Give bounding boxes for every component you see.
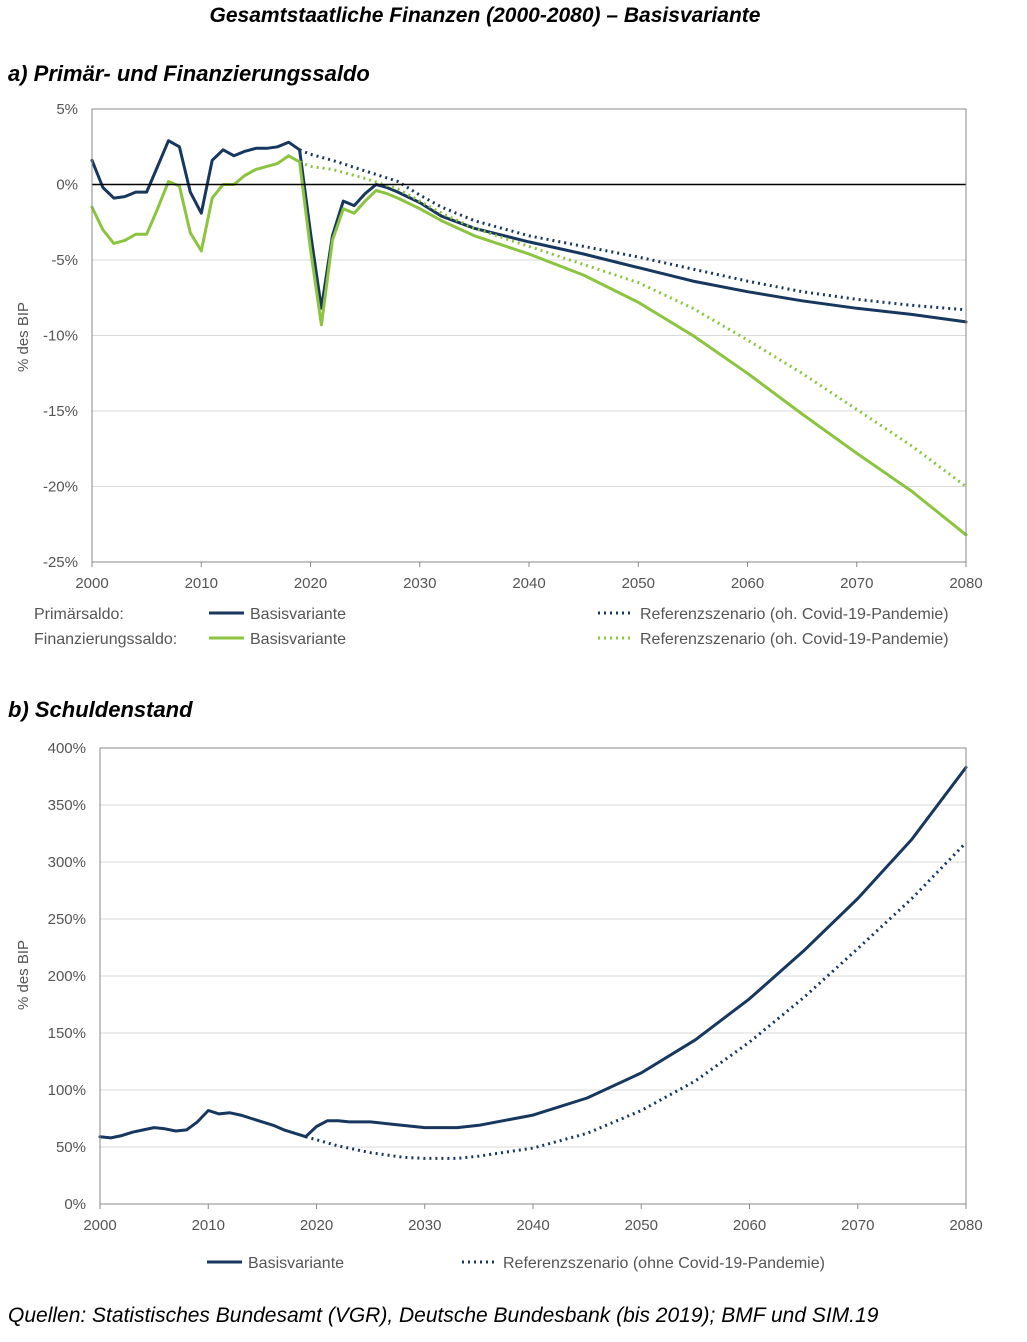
a-xtick-label: 2030 (403, 575, 436, 592)
b-xtick-label: 2080 (949, 1217, 982, 1234)
b-ytick-label: 350% (48, 797, 86, 814)
a-ytick-label: 0% (56, 177, 78, 194)
b-xtick-label: 2060 (733, 1217, 766, 1234)
b-xtick-label: 2030 (408, 1217, 441, 1234)
a-ytick-label: -15% (43, 403, 78, 420)
b-xtick-label: 2070 (841, 1217, 874, 1234)
b-series-base-line (98, 765, 968, 1140)
a-xtick-label: 2080 (949, 575, 982, 592)
b-plot-frame (99, 747, 967, 1205)
b-ytick-label: 250% (48, 911, 86, 928)
b-xtick-label: 2010 (192, 1217, 225, 1234)
b-ytick-label: 100% (48, 1082, 86, 1099)
b-xtick-label: 2020 (300, 1217, 333, 1234)
legend-a-group-primary: Primärsaldo: (34, 606, 124, 623)
b-xtick-label: 2050 (625, 1217, 658, 1234)
a-xtick-label: 2050 (622, 575, 655, 592)
source-note: Quellen: Statistisches Bundesamt (VGR), … (8, 1304, 879, 1327)
a-xtick-label: 2040 (512, 575, 545, 592)
a-series-primärsaldo-base-line (90, 139, 968, 324)
a-ytick-label: -5% (51, 252, 78, 269)
legend-a-financing-ref-label: Referenzszenario (oh. Covid-19-Pandemie) (640, 631, 949, 648)
b-ytick-label: 300% (48, 854, 86, 871)
a-xtick-label: 2060 (731, 575, 764, 592)
a-xtick-label: 2070 (840, 575, 873, 592)
legend-a-primary-base-label: Basisvariante (250, 606, 346, 623)
b-series-reference-line (305, 841, 968, 1160)
legend-a-financing-base-label: Basisvariante (250, 631, 346, 648)
legend-a-primary-ref-label: Referenzszenario (oh. Covid-19-Pandemie) (640, 606, 949, 623)
panel-b-title: b) Schuldenstand (8, 697, 193, 722)
a-series-finanzierungssaldo-reference-line (299, 160, 967, 488)
a-ytick-label: -25% (43, 554, 78, 571)
b-xtick-label: 2000 (83, 1217, 116, 1234)
a-plot-frame (91, 108, 967, 563)
a-series-finanzierungssaldo-base-line (90, 154, 968, 537)
b-ytick-label: 0% (64, 1196, 86, 1213)
a-xtick-label: 2000 (75, 575, 108, 592)
b-ytick-label: 400% (48, 740, 86, 757)
b-ytick-label: 200% (48, 968, 86, 985)
a-xtick-label: 2020 (294, 575, 327, 592)
legend-b-ref-label: Referenzszenario (ohne Covid-19-Pandemie… (503, 1255, 825, 1272)
legend-a-group-financing: Finanzierungssaldo: (34, 631, 177, 648)
chart-a-ylabel: % des BIP (15, 302, 32, 372)
a-ytick-label: 5% (56, 101, 78, 118)
a-ytick-label: -10% (43, 328, 78, 345)
b-ytick-label: 150% (48, 1025, 86, 1042)
a-ytick-label: -20% (43, 479, 78, 496)
panel-a-title: a) Primär- und Finanzierungssaldo (8, 61, 370, 86)
b-ytick-label: 50% (56, 1139, 86, 1156)
b-xtick-label: 2040 (516, 1217, 549, 1234)
a-xtick-label: 2010 (185, 575, 218, 592)
legend-b-base-label: Basisvariante (248, 1255, 344, 1272)
a-series-primärsaldo-reference-line (299, 148, 967, 312)
page-title: Gesamtstaatliche Finanzen (2000-2080) – … (209, 4, 761, 27)
chart-b-ylabel: % des BIP (15, 940, 32, 1010)
